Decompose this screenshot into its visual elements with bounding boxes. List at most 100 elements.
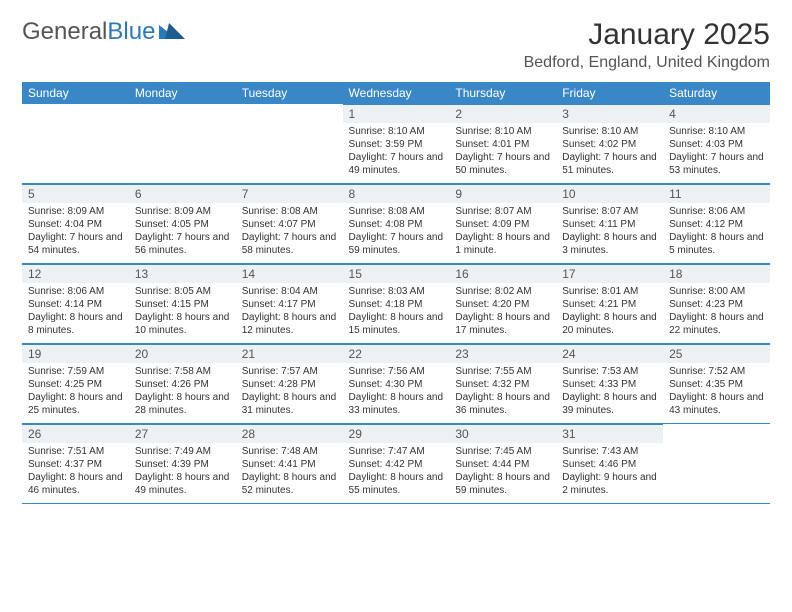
day-number: 4: [663, 104, 770, 123]
day-number: 1: [343, 104, 450, 123]
day-number: 20: [129, 344, 236, 363]
day-number: 13: [129, 264, 236, 283]
calendar-day-cell: 8Sunrise: 8:08 AMSunset: 4:08 PMDaylight…: [343, 184, 450, 264]
day-number: 27: [129, 424, 236, 443]
calendar-day-cell: 2Sunrise: 8:10 AMSunset: 4:01 PMDaylight…: [449, 104, 556, 184]
day-number: 6: [129, 184, 236, 203]
day-number: 23: [449, 344, 556, 363]
day-number: 19: [22, 344, 129, 363]
day-details: Sunrise: 7:51 AMSunset: 4:37 PMDaylight:…: [22, 443, 129, 503]
day-number: 7: [236, 184, 343, 203]
calendar-day-cell: [663, 424, 770, 504]
day-details: Sunrise: 8:02 AMSunset: 4:20 PMDaylight:…: [449, 283, 556, 343]
day-number: 14: [236, 264, 343, 283]
day-details: Sunrise: 7:58 AMSunset: 4:26 PMDaylight:…: [129, 363, 236, 423]
weekday-header: Wednesday: [343, 82, 450, 104]
calendar-day-cell: 4Sunrise: 8:10 AMSunset: 4:03 PMDaylight…: [663, 104, 770, 184]
day-details: Sunrise: 8:09 AMSunset: 4:04 PMDaylight:…: [22, 203, 129, 263]
calendar-day-cell: 22Sunrise: 7:56 AMSunset: 4:30 PMDayligh…: [343, 344, 450, 424]
day-number: 22: [343, 344, 450, 363]
logo: GeneralBlue: [22, 18, 185, 46]
calendar-header-row: SundayMondayTuesdayWednesdayThursdayFrid…: [22, 82, 770, 104]
day-details: Sunrise: 7:47 AMSunset: 4:42 PMDaylight:…: [343, 443, 450, 503]
day-number: 21: [236, 344, 343, 363]
calendar-day-cell: 12Sunrise: 8:06 AMSunset: 4:14 PMDayligh…: [22, 264, 129, 344]
calendar-week-row: 12Sunrise: 8:06 AMSunset: 4:14 PMDayligh…: [22, 264, 770, 344]
logo-text-general: General: [22, 18, 107, 46]
day-details: Sunrise: 7:43 AMSunset: 4:46 PMDaylight:…: [556, 443, 663, 503]
day-number: 10: [556, 184, 663, 203]
day-details: Sunrise: 8:06 AMSunset: 4:14 PMDaylight:…: [22, 283, 129, 343]
calendar-day-cell: 24Sunrise: 7:53 AMSunset: 4:33 PMDayligh…: [556, 344, 663, 424]
day-number: 30: [449, 424, 556, 443]
day-details: Sunrise: 8:00 AMSunset: 4:23 PMDaylight:…: [663, 283, 770, 343]
calendar-day-cell: 25Sunrise: 7:52 AMSunset: 4:35 PMDayligh…: [663, 344, 770, 424]
day-number: 16: [449, 264, 556, 283]
weekday-header: Tuesday: [236, 82, 343, 104]
day-details: Sunrise: 8:10 AMSunset: 3:59 PMDaylight:…: [343, 123, 450, 183]
header: GeneralBlue January 2025 Bedford, Englan…: [22, 18, 770, 72]
day-details: Sunrise: 7:48 AMSunset: 4:41 PMDaylight:…: [236, 443, 343, 503]
calendar-day-cell: 17Sunrise: 8:01 AMSunset: 4:21 PMDayligh…: [556, 264, 663, 344]
calendar-week-row: 5Sunrise: 8:09 AMSunset: 4:04 PMDaylight…: [22, 184, 770, 264]
calendar-week-row: 1Sunrise: 8:10 AMSunset: 3:59 PMDaylight…: [22, 104, 770, 184]
calendar-day-cell: 18Sunrise: 8:00 AMSunset: 4:23 PMDayligh…: [663, 264, 770, 344]
calendar-day-cell: 28Sunrise: 7:48 AMSunset: 4:41 PMDayligh…: [236, 424, 343, 504]
weekday-header: Thursday: [449, 82, 556, 104]
weekday-header: Saturday: [663, 82, 770, 104]
title-block: January 2025 Bedford, England, United Ki…: [524, 18, 770, 72]
weekday-header: Friday: [556, 82, 663, 104]
day-details: Sunrise: 7:56 AMSunset: 4:30 PMDaylight:…: [343, 363, 450, 423]
day-number: 29: [343, 424, 450, 443]
day-number: 15: [343, 264, 450, 283]
day-details: Sunrise: 7:53 AMSunset: 4:33 PMDaylight:…: [556, 363, 663, 423]
calendar-day-cell: 20Sunrise: 7:58 AMSunset: 4:26 PMDayligh…: [129, 344, 236, 424]
triangle-icon: [159, 18, 185, 46]
day-details: Sunrise: 8:04 AMSunset: 4:17 PMDaylight:…: [236, 283, 343, 343]
calendar-day-cell: 21Sunrise: 7:57 AMSunset: 4:28 PMDayligh…: [236, 344, 343, 424]
calendar-day-cell: [236, 104, 343, 184]
calendar-day-cell: 5Sunrise: 8:09 AMSunset: 4:04 PMDaylight…: [22, 184, 129, 264]
day-number: 18: [663, 264, 770, 283]
page-title: January 2025: [524, 18, 770, 52]
day-number: 2: [449, 104, 556, 123]
calendar-day-cell: 10Sunrise: 8:07 AMSunset: 4:11 PMDayligh…: [556, 184, 663, 264]
calendar-day-cell: 27Sunrise: 7:49 AMSunset: 4:39 PMDayligh…: [129, 424, 236, 504]
day-number: 31: [556, 424, 663, 443]
day-details: Sunrise: 8:07 AMSunset: 4:11 PMDaylight:…: [556, 203, 663, 263]
calendar-day-cell: 23Sunrise: 7:55 AMSunset: 4:32 PMDayligh…: [449, 344, 556, 424]
weekday-header: Monday: [129, 82, 236, 104]
calendar-week-row: 26Sunrise: 7:51 AMSunset: 4:37 PMDayligh…: [22, 424, 770, 504]
calendar-week-row: 19Sunrise: 7:59 AMSunset: 4:25 PMDayligh…: [22, 344, 770, 424]
day-details: Sunrise: 8:08 AMSunset: 4:08 PMDaylight:…: [343, 203, 450, 263]
day-number: 12: [22, 264, 129, 283]
day-number: 17: [556, 264, 663, 283]
day-details: Sunrise: 7:45 AMSunset: 4:44 PMDaylight:…: [449, 443, 556, 503]
day-details: Sunrise: 8:05 AMSunset: 4:15 PMDaylight:…: [129, 283, 236, 343]
weekday-header: Sunday: [22, 82, 129, 104]
day-details: Sunrise: 8:01 AMSunset: 4:21 PMDaylight:…: [556, 283, 663, 343]
day-details: Sunrise: 8:03 AMSunset: 4:18 PMDaylight:…: [343, 283, 450, 343]
calendar-day-cell: 26Sunrise: 7:51 AMSunset: 4:37 PMDayligh…: [22, 424, 129, 504]
day-number: 11: [663, 184, 770, 203]
day-number: 5: [22, 184, 129, 203]
day-details: Sunrise: 8:09 AMSunset: 4:05 PMDaylight:…: [129, 203, 236, 263]
day-number: 24: [556, 344, 663, 363]
calendar-table: SundayMondayTuesdayWednesdayThursdayFrid…: [22, 82, 770, 504]
calendar-day-cell: 30Sunrise: 7:45 AMSunset: 4:44 PMDayligh…: [449, 424, 556, 504]
day-details: Sunrise: 8:08 AMSunset: 4:07 PMDaylight:…: [236, 203, 343, 263]
day-number: 28: [236, 424, 343, 443]
calendar-day-cell: 9Sunrise: 8:07 AMSunset: 4:09 PMDaylight…: [449, 184, 556, 264]
location-subtitle: Bedford, England, United Kingdom: [524, 54, 770, 72]
calendar-day-cell: 1Sunrise: 8:10 AMSunset: 3:59 PMDaylight…: [343, 104, 450, 184]
day-details: Sunrise: 7:49 AMSunset: 4:39 PMDaylight:…: [129, 443, 236, 503]
calendar-day-cell: 7Sunrise: 8:08 AMSunset: 4:07 PMDaylight…: [236, 184, 343, 264]
calendar-day-cell: 6Sunrise: 8:09 AMSunset: 4:05 PMDaylight…: [129, 184, 236, 264]
calendar-day-cell: 14Sunrise: 8:04 AMSunset: 4:17 PMDayligh…: [236, 264, 343, 344]
calendar-day-cell: 15Sunrise: 8:03 AMSunset: 4:18 PMDayligh…: [343, 264, 450, 344]
calendar-day-cell: 11Sunrise: 8:06 AMSunset: 4:12 PMDayligh…: [663, 184, 770, 264]
day-number: 25: [663, 344, 770, 363]
day-number: 8: [343, 184, 450, 203]
day-details: Sunrise: 8:10 AMSunset: 4:03 PMDaylight:…: [663, 123, 770, 183]
calendar-day-cell: 19Sunrise: 7:59 AMSunset: 4:25 PMDayligh…: [22, 344, 129, 424]
